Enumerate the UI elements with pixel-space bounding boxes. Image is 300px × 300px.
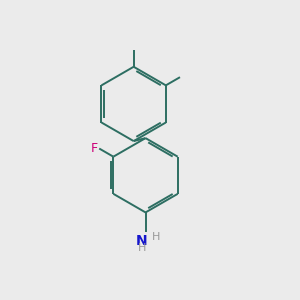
Text: H: H [152, 232, 160, 242]
Text: F: F [91, 142, 98, 155]
Text: N: N [136, 233, 148, 248]
Text: H: H [138, 243, 146, 253]
